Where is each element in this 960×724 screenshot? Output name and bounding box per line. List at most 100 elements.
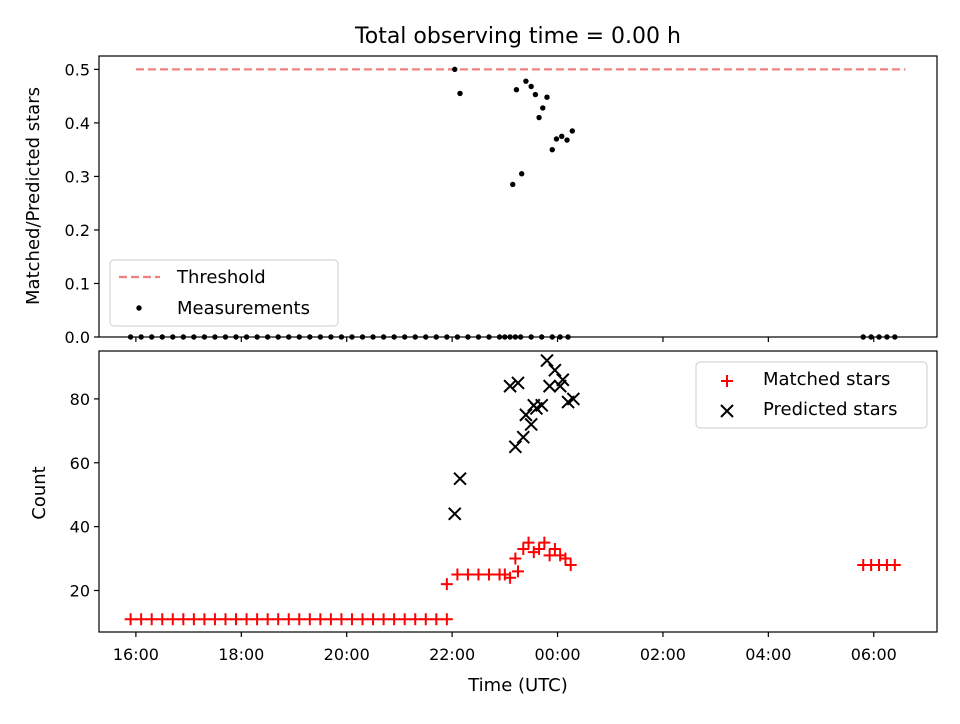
matched-star-point — [166, 613, 179, 626]
legend-measurements-label: Measurements — [177, 298, 310, 319]
measurement-point — [569, 128, 575, 134]
measurement-point — [564, 137, 570, 143]
matched-star-point — [303, 613, 316, 626]
matched-star-point — [198, 613, 211, 626]
legend-predicted-label: Predicted stars — [763, 399, 897, 420]
matched-star-point — [522, 536, 535, 549]
top-ytick-label: 0.3 — [65, 167, 90, 186]
matched-star-point — [509, 552, 522, 565]
bottom-panel: Count 20 40 60 80 16:00 18:00 20:00 22:00 00:00 0… — [29, 350, 938, 664]
matched-star-point — [483, 568, 496, 581]
matched-star-point — [559, 552, 572, 565]
measurement-point — [528, 83, 534, 90]
matched-star-point — [504, 571, 517, 584]
matched-star-point — [377, 613, 390, 626]
figure-title: Total observing time = 0.00 h — [354, 24, 681, 49]
top-axes-frame — [98, 55, 938, 338]
bottom-ytick-label: 20 — [70, 581, 90, 600]
matched-star-point — [356, 613, 369, 626]
matched-star-point — [230, 613, 243, 626]
predicted-star-point — [453, 472, 467, 486]
measurement-point — [523, 78, 529, 84]
measurement-point — [532, 91, 539, 98]
matched-star-point — [177, 613, 190, 626]
predicted-star-point — [503, 379, 517, 393]
measurement-point — [536, 114, 542, 121]
bottom-ytick-label: 60 — [70, 454, 90, 473]
matched-star-point — [282, 613, 295, 626]
measurement-point — [518, 171, 525, 177]
matched-star-point — [187, 613, 200, 626]
legend-matched-label: Matched stars — [763, 369, 890, 390]
x-tick-label: 06:00 — [851, 645, 897, 664]
matched-star-point — [430, 613, 443, 626]
matched-star-point — [461, 568, 474, 581]
top-ytick-label: 0.0 — [65, 328, 90, 347]
matched-star-point — [440, 613, 453, 626]
matched-star-point — [293, 613, 306, 626]
matched-star-point — [398, 613, 411, 626]
predicted-star-point — [556, 373, 570, 387]
matched-star-point — [335, 613, 348, 626]
measurement-point — [457, 90, 463, 97]
measurement-point — [540, 105, 546, 111]
bottom-axes-frame — [98, 350, 938, 633]
matched-star-point — [272, 613, 285, 626]
top-panel: Matched/Predicted stars 0.0 0.1 0.2 0.3 0.4 0… — [23, 55, 938, 347]
matched-star-point — [124, 613, 137, 626]
legend-threshold-label: Threshold — [176, 267, 266, 288]
top-ytick-label: 0.5 — [65, 60, 90, 79]
matched-star-point — [888, 558, 901, 571]
matched-star-point — [451, 568, 464, 581]
predicted-star-point — [508, 440, 523, 454]
matched-star-point — [512, 565, 524, 578]
matched-star-point — [367, 613, 380, 626]
predicted-star-point — [535, 398, 549, 412]
matched-star-point — [156, 613, 169, 626]
matched-star-point — [538, 536, 551, 549]
matched-star-point — [345, 613, 358, 626]
predicted-star-point — [448, 507, 462, 521]
predicted-star-point — [542, 379, 557, 393]
x-tick-label: 18:00 — [218, 645, 264, 664]
bottom-ylabel: Count — [29, 466, 50, 519]
matched-star-point — [440, 578, 453, 591]
predicted-star-point — [516, 430, 530, 444]
matched-star-point — [251, 613, 264, 626]
measurement-point — [452, 66, 458, 73]
x-tick-label: 00:00 — [534, 645, 580, 664]
matched-star-point — [314, 613, 327, 626]
x-tick-label: 02:00 — [640, 645, 686, 664]
x-tick-label: 16:00 — [113, 645, 159, 664]
matched-star-point — [533, 542, 546, 555]
matched-star-point — [219, 613, 232, 626]
bottom-ytick-label: 80 — [70, 390, 90, 409]
matched-star-point — [388, 613, 401, 626]
measurement-point — [510, 181, 516, 188]
measurement-point — [559, 133, 565, 139]
measurement-point — [544, 94, 550, 100]
matched-star-point — [135, 613, 148, 626]
predicted-star-point — [511, 376, 525, 390]
x-tick-label: 20:00 — [324, 645, 370, 664]
predicted-star-point — [566, 392, 581, 406]
top-legend: Threshold Measurements — [109, 259, 339, 327]
matched-star-point — [240, 613, 253, 626]
predicted-star-point — [519, 408, 533, 422]
matched-star-point — [261, 613, 274, 626]
measurement-point — [549, 146, 555, 153]
predicted-star-point — [524, 417, 538, 432]
matched-star-point — [564, 558, 577, 571]
top-ytick-label: 0.4 — [65, 114, 90, 133]
measurement-point — [553, 136, 560, 142]
bottom-ytick-label: 40 — [70, 518, 90, 537]
bottom-legend-box — [695, 361, 928, 429]
matched-star-point — [548, 542, 561, 555]
bottom-legend: Matched stars Predicted stars — [695, 361, 928, 429]
matched-star-point — [409, 613, 422, 626]
measurement-point — [513, 87, 520, 93]
matched-star-point — [472, 568, 485, 581]
top-ylabel: Matched/Predicted stars — [23, 87, 44, 305]
matched-star-point — [419, 613, 432, 626]
predicted-star-point — [540, 353, 554, 368]
